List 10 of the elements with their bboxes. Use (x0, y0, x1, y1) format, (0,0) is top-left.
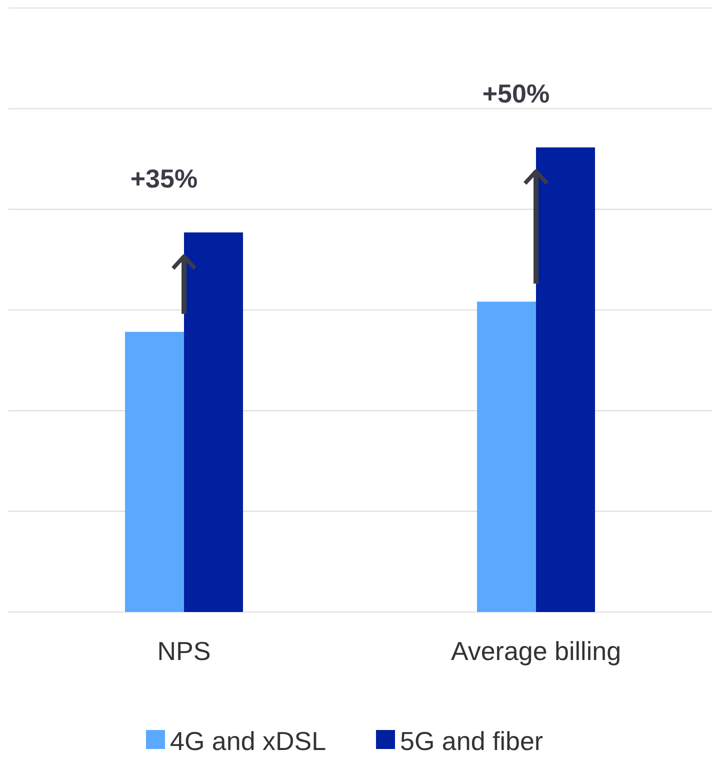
legend-label: 4G and xDSL (170, 726, 326, 756)
x-tick-label: Average billing (450, 636, 622, 666)
bar (477, 302, 536, 612)
bar (184, 232, 243, 612)
legend-label: 5G and fiber (400, 726, 544, 756)
bar (125, 332, 184, 612)
text: +50% (482, 78, 550, 108)
bar (536, 147, 595, 612)
x-tick-label: NPS (157, 636, 211, 666)
annotation: +35% (130, 163, 198, 194)
